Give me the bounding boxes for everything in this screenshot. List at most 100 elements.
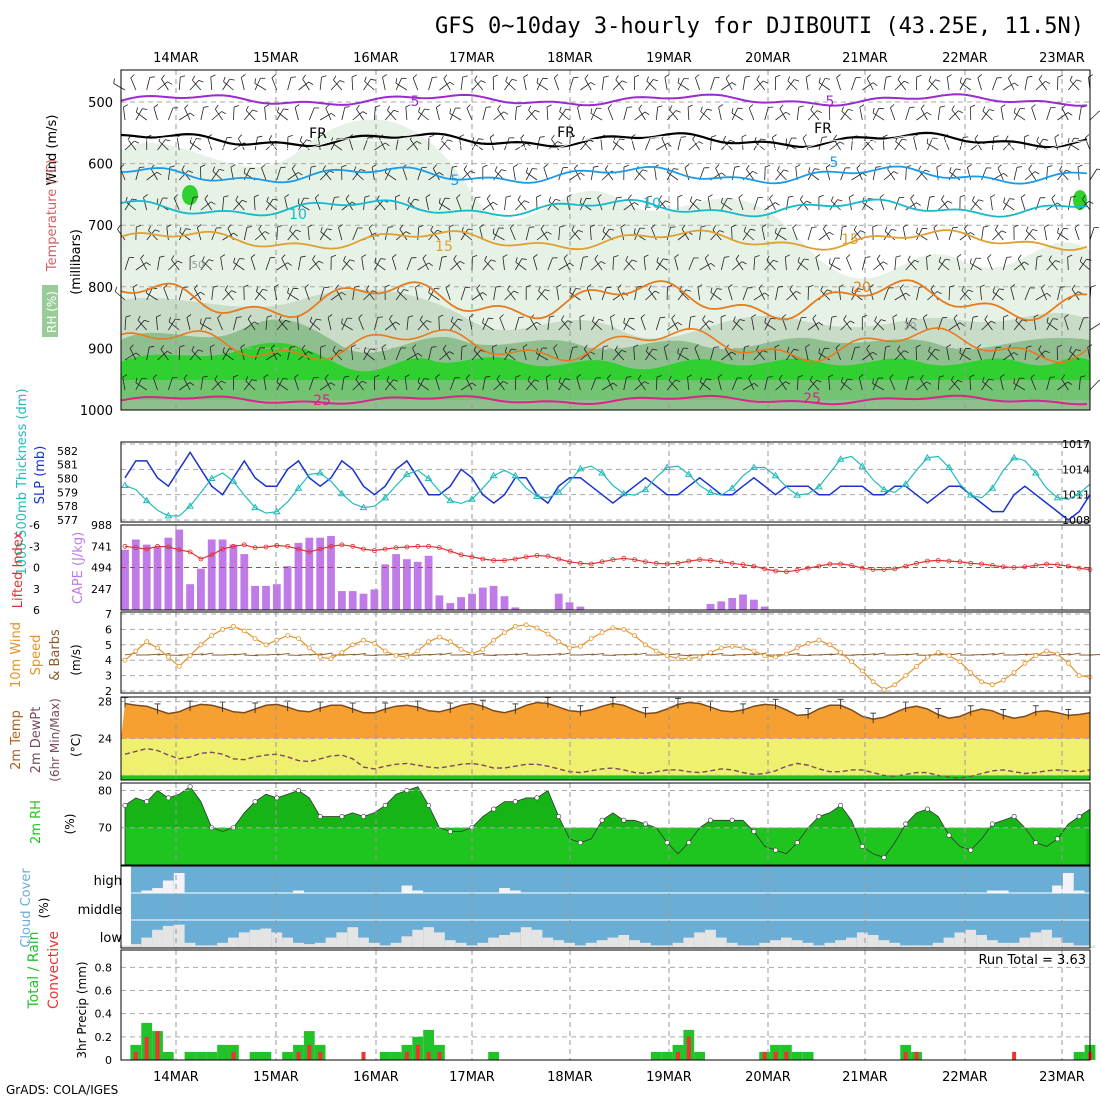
convective-bar [231, 1052, 235, 1060]
cloud-level-label: high [94, 874, 122, 889]
rh-marker [361, 814, 365, 818]
cloud-bar-low [976, 935, 987, 948]
cloud-bar-low [770, 940, 781, 948]
rh-marker [838, 803, 842, 807]
wind-barb [1090, 381, 1099, 391]
li-tick: -3 [29, 540, 40, 553]
precip-tick: 0 [105, 1054, 112, 1067]
cloud-level-label: low [100, 931, 123, 946]
cape-bar [479, 588, 487, 610]
date-label-top: 20MAR [745, 51, 791, 66]
thickness-tick: 577 [57, 514, 78, 527]
wind-speed-marker [557, 640, 561, 644]
cloud-bar-low [944, 938, 955, 948]
cloud-bar-low [1052, 938, 1063, 948]
wind-barb-flag [432, 77, 437, 78]
cape-bar [273, 584, 281, 610]
wind-speed-marker [980, 680, 984, 684]
wind-speed-marker [231, 624, 235, 628]
wind-speed-marker [513, 624, 517, 628]
cloud-bar-low [846, 938, 857, 948]
contour-label: 5 [411, 94, 420, 110]
wind-barb-flag [1063, 228, 1068, 229]
cloud-bar-low [965, 930, 976, 948]
cloud-bar-high [174, 873, 185, 893]
contour-label: 25 [803, 391, 821, 407]
rh-marker [340, 814, 344, 818]
wind-barb-flag [684, 78, 689, 79]
cape-bar [121, 550, 129, 610]
rh-marker [947, 833, 951, 837]
rh-marker [730, 818, 734, 822]
wind-speed-marker [1034, 654, 1038, 658]
slp-tick: 1017 [1062, 438, 1090, 451]
cloud-bar-low [542, 938, 553, 948]
cloud-bar-low [271, 932, 282, 948]
date-label-top: 15MAR [253, 51, 299, 66]
convective-bar [297, 1052, 301, 1060]
cloud-bar-low [152, 930, 163, 948]
rh-marker [860, 844, 864, 848]
li-tick: 6 [33, 604, 40, 617]
contour-label: 25 [313, 393, 331, 409]
contour-label: FR [557, 125, 575, 141]
cloud-bar-low [423, 927, 434, 948]
convective-bar [676, 1052, 680, 1060]
contour-label: 5 [826, 94, 835, 110]
cloud-bar-low [521, 927, 532, 948]
date-label-top: 18MAR [547, 51, 593, 66]
cape-bar [717, 601, 725, 610]
rh-marker [188, 785, 192, 789]
cape-bar [349, 591, 357, 610]
cloud-bar-low [955, 932, 966, 948]
convective-bar [1012, 1052, 1016, 1060]
contour-label: 5 [830, 155, 839, 171]
cloud-bar-low [347, 927, 358, 948]
cloud-bar-low [1030, 932, 1041, 948]
thickness-tick: 582 [57, 445, 78, 458]
rh-ylabel-unit: (%) [63, 814, 77, 835]
rh-marker [752, 829, 756, 833]
date-label-bottom: 23MAR [1039, 1070, 1085, 1085]
cloud-bar-low [824, 943, 835, 948]
contour-label: FR [814, 121, 832, 137]
cape-bar [750, 600, 758, 610]
wind-speed-marker [459, 647, 463, 651]
wind-speed-marker [481, 647, 485, 651]
rain-bar [803, 1052, 814, 1060]
rh-marker [882, 855, 886, 859]
date-label-top: 14MAR [153, 51, 199, 66]
wind-speed-marker [134, 649, 138, 653]
rain-bar [488, 1052, 499, 1060]
wind-speed-marker [600, 631, 604, 635]
date-label-bottom: 16MAR [353, 1070, 399, 1085]
wind-barb-flag [142, 378, 147, 379]
convective-bar [318, 1052, 322, 1060]
li-tick: -6 [29, 519, 40, 532]
wind-barb-flag [963, 137, 968, 138]
pressure-tick: 700 [88, 219, 113, 234]
convective-bar [763, 1052, 767, 1060]
wind-barb-flag [855, 347, 860, 348]
precip-tick: 0.6 [95, 985, 113, 998]
wind-speed-marker [839, 651, 843, 655]
wind-speed-marker [730, 644, 734, 648]
wind-speed-marker [177, 664, 181, 668]
rh-marker [405, 788, 409, 792]
rh-marker [773, 848, 777, 852]
rh-marker [622, 818, 626, 822]
cape-ylabel: CAPE (J/kg) [71, 532, 86, 604]
wind-speed-marker [275, 638, 279, 642]
pressure-tick: 800 [88, 281, 113, 296]
cloud-bar-low [835, 940, 846, 948]
rh-tick: 80 [98, 784, 112, 797]
cloud-bar-low [336, 932, 347, 948]
cloud-bar-high [163, 881, 174, 894]
wind-speed-marker [817, 638, 821, 642]
cape-bar [240, 554, 248, 610]
rh-marker [145, 799, 149, 803]
cloud-bar-low [358, 938, 369, 948]
wind-speed-marker [1066, 661, 1070, 665]
